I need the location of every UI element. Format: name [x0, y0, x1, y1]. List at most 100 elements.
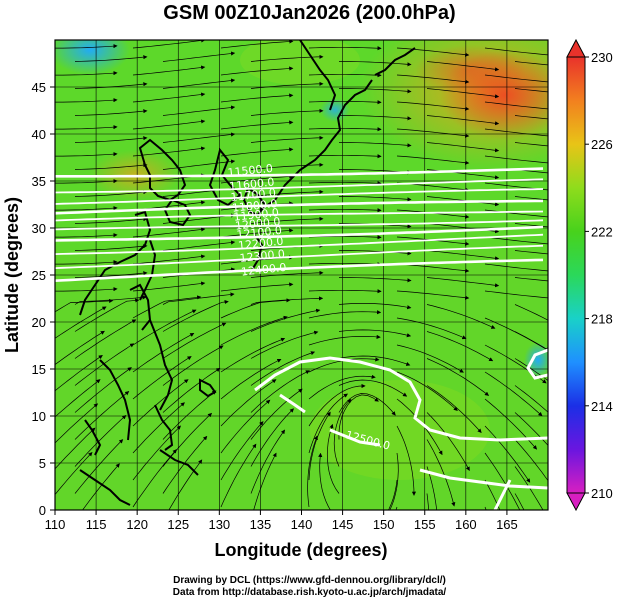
streamline [388, 479, 398, 510]
streamline [250, 370, 310, 413]
streamline [162, 299, 229, 332]
streamline [338, 355, 411, 366]
streamline [339, 277, 412, 283]
contour-label: 11700.0 [230, 186, 277, 204]
streamline [308, 383, 366, 427]
streamline [389, 452, 399, 510]
streamline [74, 82, 148, 89]
coastlines [79, 40, 416, 506]
streamline [55, 152, 118, 157]
streamline [74, 415, 127, 467]
contour-label: 12300.0 [239, 247, 286, 265]
streamline [55, 451, 93, 496]
y-tick-label: 10 [32, 409, 46, 424]
x-tick-label: 135 [250, 517, 272, 532]
streamline [132, 254, 206, 265]
streamline [426, 277, 500, 288]
x-axis-label: Longitude (degrees) [214, 540, 387, 560]
streamline [162, 322, 227, 359]
streamline [514, 61, 548, 66]
streamline [484, 479, 501, 510]
isotherm-220 [254, 348, 548, 510]
streamline [74, 244, 148, 251]
streamline [55, 330, 105, 365]
streamline [308, 100, 382, 105]
streamline [426, 466, 438, 510]
y-tick-label: 25 [32, 268, 46, 283]
streamline [338, 394, 379, 440]
streamline [426, 493, 429, 510]
streamline [514, 277, 548, 282]
streamline [220, 66, 294, 76]
contour-label: 12000.0 [234, 215, 281, 233]
streamline [396, 155, 470, 165]
streamline [132, 309, 197, 346]
streamline [484, 290, 548, 299]
streamline [514, 439, 548, 482]
streamline [514, 196, 548, 201]
streamline [338, 393, 396, 416]
streamline [132, 227, 206, 238]
streamline [396, 317, 467, 340]
streamline [250, 216, 324, 224]
contour-label: 11900.0 [233, 206, 280, 224]
contour-label: 12100.0 [236, 224, 283, 242]
colorbar-tick-label: 226 [591, 137, 613, 152]
streamline [132, 402, 185, 454]
streamline [162, 105, 236, 116]
streamline [339, 196, 412, 202]
streamline [514, 115, 548, 120]
streamline [338, 329, 412, 338]
height-contour-line [55, 199, 544, 215]
streamline [426, 115, 500, 126]
streamline [339, 142, 412, 148]
colorbar-min-triangle [566, 492, 586, 512]
streamline [55, 287, 118, 292]
streamline [74, 190, 148, 197]
streamline [55, 306, 107, 339]
y-tick-label: 45 [32, 80, 46, 95]
streamline [74, 217, 148, 224]
streamline [162, 78, 236, 89]
streamlines [55, 40, 548, 510]
contour-label: 11500.0 [227, 162, 274, 180]
streamline [250, 429, 285, 494]
streamline [220, 421, 264, 481]
streamline [74, 367, 132, 413]
streamline [55, 125, 118, 130]
streamline [162, 159, 236, 170]
streamline [132, 425, 181, 481]
streamline [132, 449, 177, 508]
streamline [162, 51, 236, 62]
streamline [426, 88, 500, 99]
streamline [250, 162, 324, 170]
colorbar-gradient [566, 56, 586, 494]
height-contour-line [55, 225, 544, 242]
streamline [426, 196, 500, 207]
streamline [162, 345, 224, 386]
streamline [162, 132, 236, 143]
streamline [308, 262, 382, 267]
streamline [484, 236, 548, 245]
streamline [55, 179, 118, 184]
streamline [318, 452, 331, 510]
streamline [250, 408, 294, 467]
colorbar-tick-label: 222 [591, 224, 613, 239]
credits-line-1: Drawing by DCL (https://www.gfd-dennou.o… [173, 575, 446, 586]
streamline [162, 240, 236, 251]
streamline [220, 40, 294, 49]
streamline [132, 92, 206, 103]
streamline [514, 358, 548, 381]
streamline [426, 385, 482, 434]
streamline [308, 73, 382, 78]
streamline [220, 298, 291, 319]
streamline [220, 315, 288, 346]
streamline [74, 136, 148, 143]
y-axis: 0 5 10 15 20 25 30 35 40 45 [32, 80, 55, 518]
y-tick-label: 5 [39, 456, 46, 471]
streamline [55, 98, 118, 103]
chart-title: GSM 00Z10Jan2026 (200.0hPa) [163, 2, 456, 24]
streamline [426, 142, 500, 153]
credits: Drawing by DCL (https://www.gfd-dennou.o… [0, 575, 619, 599]
